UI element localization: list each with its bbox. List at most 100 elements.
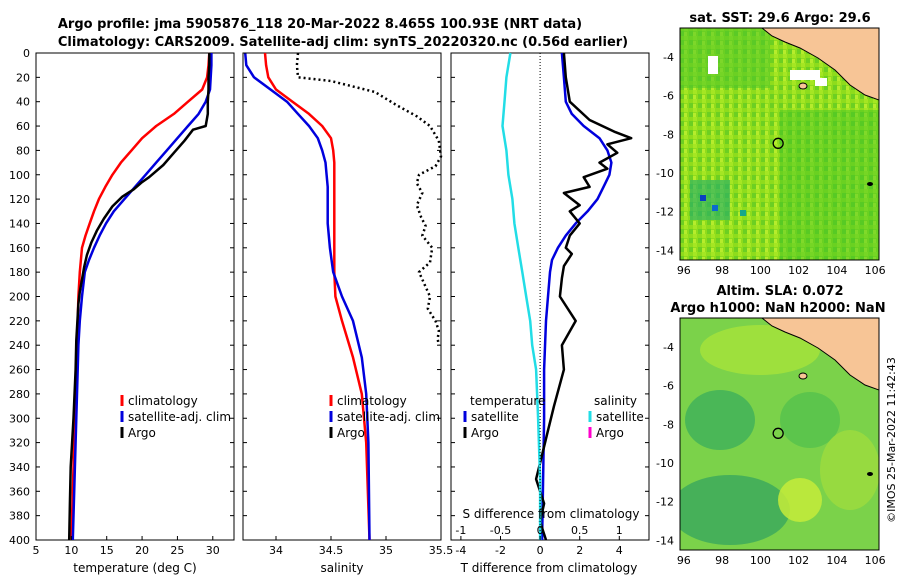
map-x-tick-label: 96 (677, 264, 691, 277)
y-tick-label: 280 (9, 388, 30, 401)
sla-high (820, 430, 879, 510)
y-tick-label: 100 (9, 169, 30, 182)
salinity-xlabel: salinity (320, 561, 363, 575)
map-y-tick-label: -8 (663, 128, 674, 141)
y-tick-label: 220 (9, 315, 30, 328)
sla-map (680, 318, 879, 550)
map-x-tick-label: 104 (826, 554, 847, 567)
s-tick-label: 0 (537, 524, 544, 537)
y-tick-label: 380 (9, 510, 30, 523)
sla-low (685, 390, 755, 450)
x-tick-label: -2 (495, 544, 506, 557)
legend-label-argo: Argo (128, 426, 156, 440)
sst-cloud-mask (790, 70, 820, 80)
map-x-tick-label: 96 (677, 554, 691, 567)
x-tick-label: 2 (576, 544, 583, 557)
map-x-tick-label: 98 (715, 264, 729, 277)
x-tick-label: 10 (64, 544, 78, 557)
difference-legend: temperature satellite Argo salinity sate… (463, 394, 644, 440)
map-x-tick-label: 102 (788, 554, 809, 567)
y-tick-label: 0 (23, 47, 30, 60)
s-difference-xlabel: S difference from climatology (463, 507, 640, 521)
x-tick-label: -4 (455, 544, 466, 557)
map-x-tick-label: 106 (865, 554, 886, 567)
series-line-satellite-adj-clim (243, 52, 371, 541)
y-tick-label: 200 (9, 291, 30, 304)
island (867, 182, 873, 186)
map-y-tick-label: -8 (663, 418, 674, 431)
legend-label-temp-argo: Argo (471, 426, 499, 440)
sla-high (778, 478, 822, 522)
x-tick-label: 35 (379, 544, 393, 557)
sst-cold-pixel (712, 205, 718, 211)
sumatra-land (761, 318, 879, 391)
y-tick-label: 180 (9, 266, 30, 279)
map-x-tick-label: 104 (826, 264, 847, 277)
argo-position-marker (772, 427, 784, 439)
sst-map (680, 28, 879, 260)
sla-low (780, 392, 840, 448)
difference-panel-frame (450, 52, 650, 541)
y-tick-label: 300 (9, 412, 30, 425)
y-tick-label: 20 (16, 71, 30, 84)
salinity-series (243, 52, 443, 541)
y-tick-label: 120 (9, 193, 30, 206)
y-tick-label: 80 (16, 144, 30, 157)
difference-xlabel: T difference from climatology (460, 561, 638, 575)
figure-title-line1: Argo profile: jma 5905876_118 20-Mar-202… (58, 17, 582, 32)
legend-heading-salinity: salinity (594, 394, 637, 408)
sst-map-title: sat. SST: 29.6 Argo: 29.6 (689, 11, 870, 26)
series-line-climatology (263, 52, 371, 541)
map-x-tick-label: 106 (865, 264, 886, 277)
sumatra-land (761, 28, 879, 101)
y-tick-label: 240 (9, 339, 30, 352)
sla-map-frame (679, 317, 880, 551)
s-tick-label: 1 (616, 524, 623, 537)
sla-low (680, 475, 790, 545)
map-x-tick-label: 100 (750, 554, 771, 567)
y-tick-label: 340 (9, 461, 30, 474)
argo-position-marker (772, 137, 784, 149)
sla-map-title-line1: Altim. SLA: 0.072 (717, 284, 844, 299)
y-tick-label: 40 (16, 96, 30, 109)
series-line-temperature-argo (534, 52, 633, 541)
map-y-tick-label: -6 (663, 380, 674, 393)
y-tick-label: 400 (9, 534, 30, 547)
temperature-legend: climatology satellite-adj. clim Argo (120, 394, 231, 440)
sla-high (700, 325, 820, 375)
island (798, 82, 808, 90)
x-tick-label: 30 (206, 544, 220, 557)
series-line-satellite-adj-clim (71, 53, 213, 541)
x-tick-label: 5 (33, 544, 40, 557)
y-tick-label: 160 (9, 242, 30, 255)
s-tick-label: -0.5 (490, 524, 511, 537)
sst-cool-patch (780, 110, 879, 260)
map-y-tick-label: -4 (663, 341, 674, 354)
x-tick-label: 25 (170, 544, 184, 557)
map-y-tick-label: -6 (663, 90, 674, 103)
x-tick-label: 0 (537, 544, 544, 557)
legend-label-satellite-adj: satellite-adj. clim (337, 410, 440, 424)
legend-label-climatology: climatology (337, 394, 407, 408)
map-y-tick-label: -14 (656, 534, 674, 547)
legend-label-climatology: climatology (128, 394, 198, 408)
series-line-salinity-satellite (501, 52, 542, 540)
y-tick-label: 140 (9, 217, 30, 230)
figure-title-line2: Climatology: CARS2009. Satellite-adj cli… (58, 35, 628, 50)
legend-label-argo: Argo (337, 426, 365, 440)
s-tick-label: 0.5 (571, 524, 589, 537)
y-tick-label: 60 (16, 120, 30, 133)
map-x-tick-label: 100 (750, 264, 771, 277)
legend-label-sal-satellite: satellite (596, 410, 644, 424)
sst-map-frame (679, 27, 880, 261)
y-tick-label: 360 (9, 485, 30, 498)
x-tick-label: 34 (269, 544, 283, 557)
y-tick-label: 320 (9, 437, 30, 450)
series-line-argo (295, 52, 443, 346)
y-tick-label: 260 (9, 364, 30, 377)
sla-map-title-line2: Argo h1000: NaN h2000: NaN (670, 301, 885, 316)
map-y-tick-label: -4 (663, 51, 674, 64)
sst-cloud-mask (815, 78, 827, 86)
map-y-tick-label: -12 (656, 496, 674, 509)
